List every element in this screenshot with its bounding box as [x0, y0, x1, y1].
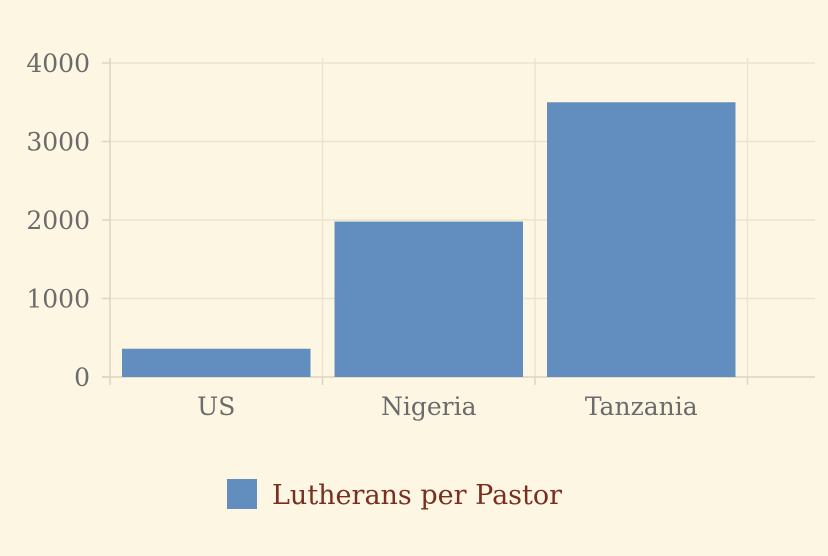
x-tick-label-nigeria: Nigeria	[381, 392, 477, 421]
legend-label[interactable]: Lutherans per Pastor	[272, 480, 562, 511]
y-tick-label-1000: 1000	[26, 285, 90, 314]
y-tick-label-3000: 3000	[26, 128, 90, 157]
bar-tanzania[interactable]	[547, 102, 736, 377]
bar-nigeria[interactable]	[334, 221, 524, 377]
y-tick-label-4000: 4000	[26, 49, 90, 78]
legend-swatch[interactable]	[227, 479, 257, 509]
bar-us[interactable]	[122, 348, 311, 377]
legend: Lutherans per Pastor	[227, 479, 562, 511]
x-tick-label-tanzania: Tanzania	[585, 392, 698, 421]
x-tick-label-us: US	[197, 392, 235, 421]
x-tick-labels: US Nigeria Tanzania	[197, 392, 698, 421]
y-tick-label-0: 0	[74, 363, 90, 392]
y-tick-labels: 0 1000 2000 3000 4000	[26, 49, 90, 392]
bars	[122, 102, 736, 377]
y-tick-label-2000: 2000	[26, 206, 90, 235]
